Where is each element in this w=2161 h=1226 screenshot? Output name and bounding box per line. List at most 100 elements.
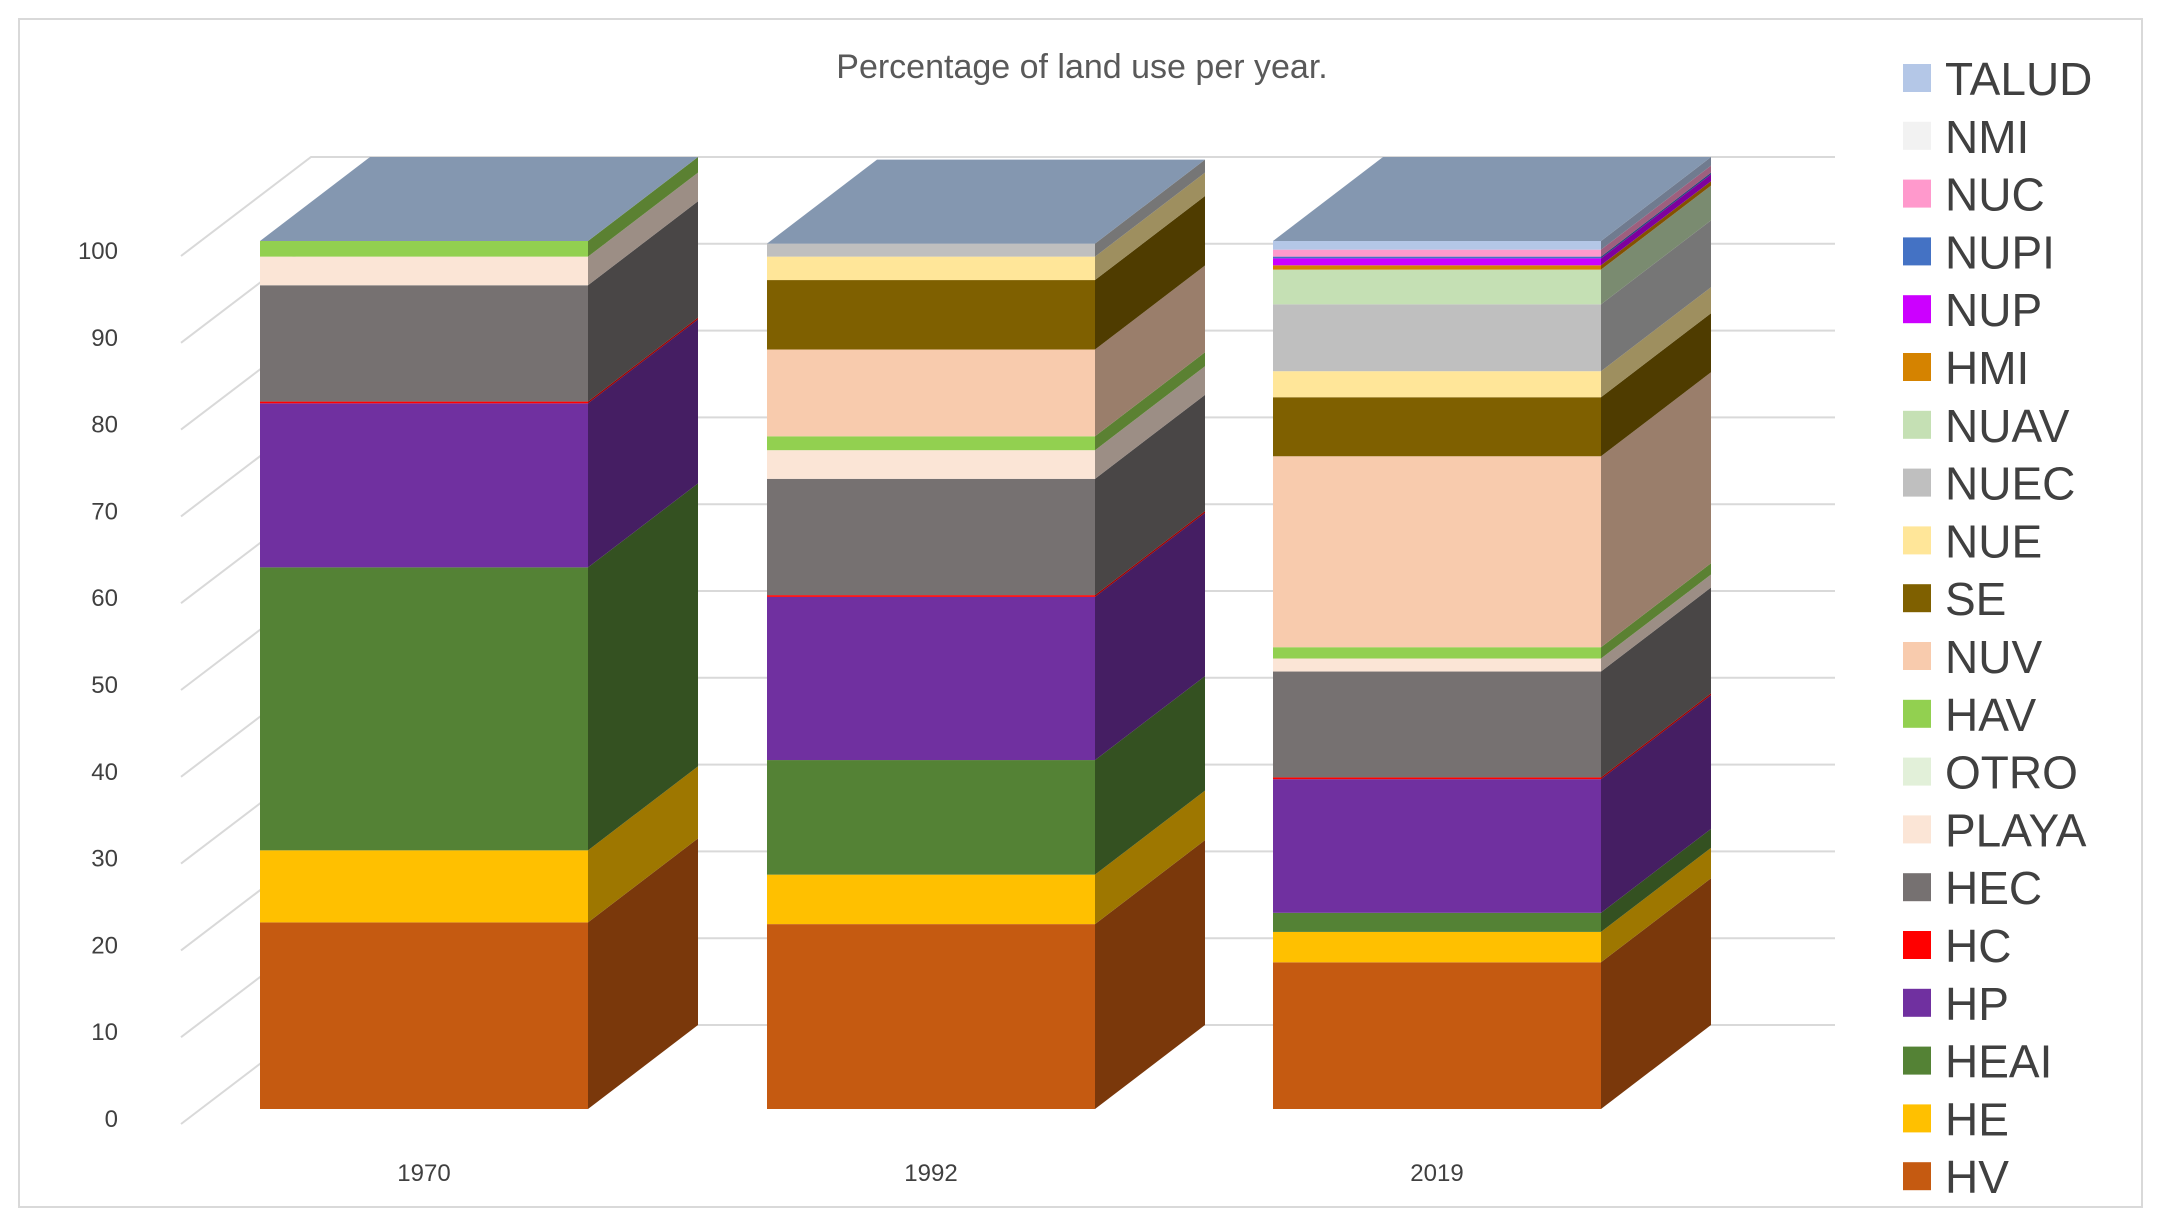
bar-side <box>1095 394 1205 596</box>
bar-face <box>767 478 1095 596</box>
legend-item-nuav: NUAV <box>1903 400 2070 452</box>
chart-title: Percentage of land use per year. <box>836 48 1327 86</box>
legend-item-nue: NUE <box>1903 515 2042 567</box>
legend-item-he: HE <box>1903 1093 2009 1145</box>
chart-canvas: 0 10 20 30 40 50 60 70 80 90 100 1970 1992 2019 Perce… <box>78 48 2092 1203</box>
bar-face <box>1273 962 1601 1109</box>
legend-swatch <box>1903 121 1931 150</box>
bar-face <box>767 760 1095 875</box>
bar-side <box>588 766 698 923</box>
bar-face <box>260 401 588 404</box>
bar-segment-hav-1992 <box>767 352 1205 451</box>
bar-face <box>260 285 588 402</box>
y-tick-label: 30 <box>91 846 118 873</box>
bar-stack-1992 <box>767 159 1205 1109</box>
legend-swatch <box>1903 468 1931 497</box>
legend-item-nmi: NMI <box>1903 111 2029 163</box>
bar-side <box>1601 185 1711 305</box>
bar-segment-se-2019 <box>1273 313 1711 457</box>
legend-label: NUEC <box>1945 458 2075 510</box>
bar-face <box>1273 241 1601 250</box>
legend-item-playa: PLAYA <box>1903 804 2087 856</box>
legend-swatch <box>1903 179 1931 208</box>
bar-face <box>1273 779 1601 913</box>
legend-item-nuv: NUV <box>1903 631 2042 683</box>
bar-face <box>1273 777 1601 780</box>
y-tick-label: 40 <box>91 759 118 786</box>
bar-segment-hav-1970 <box>260 157 698 257</box>
legend-swatch <box>1903 1162 1931 1191</box>
legend-swatch <box>1903 584 1931 613</box>
bar-segment-talud-2019 <box>1273 157 1711 250</box>
bar-side <box>1095 676 1205 875</box>
legend-label: NMI <box>1945 111 2029 163</box>
bar-side <box>1095 512 1205 761</box>
bar-face <box>260 567 588 851</box>
bar-side <box>1601 287 1711 398</box>
legend-item-hp: HP <box>1903 978 2009 1030</box>
bar-face <box>1273 397 1601 457</box>
bar-side <box>1095 352 1205 451</box>
legend-label: NUAV <box>1945 400 2070 452</box>
bar-side <box>1095 265 1205 437</box>
y-tick-label: 90 <box>91 325 118 352</box>
bar-top-1992 <box>767 159 1205 244</box>
legend-label: NUE <box>1945 515 2042 567</box>
bar-segment-nue-1992 <box>767 172 1205 281</box>
bar-face <box>1273 249 1601 257</box>
legend-label: HC <box>1945 920 2011 972</box>
bar-top-1970 <box>260 157 698 241</box>
bar-segment-nupi-2019 <box>1273 172 1711 259</box>
bar-side <box>588 201 698 402</box>
bar-face <box>1273 258 1601 266</box>
bar-face <box>1273 269 1601 305</box>
y-tick-label: 0 <box>105 1106 118 1133</box>
bar-side <box>588 172 698 286</box>
bar-segment-hc-2019 <box>1273 693 1711 780</box>
legend-item-hmi: HMI <box>1903 342 2029 394</box>
legend-label: HEC <box>1945 862 2042 914</box>
bar-stack-1970 <box>260 157 698 1109</box>
bars <box>260 157 1711 1109</box>
bar-face <box>1273 671 1601 778</box>
bar-segment-hv-1970 <box>260 838 698 1109</box>
legend-swatch <box>1903 353 1931 381</box>
bar-side <box>1095 159 1205 257</box>
bar-face <box>767 243 1095 257</box>
bar-segment-hmi-2019 <box>1273 181 1711 270</box>
bar-segment-he-2019 <box>1273 847 1711 963</box>
bar-face <box>767 595 1095 597</box>
bar-side <box>1601 313 1711 457</box>
bar-stack-2019 <box>1273 157 1711 1109</box>
bar-face <box>767 280 1095 350</box>
x-tick-label-1992: 1992 <box>904 1160 957 1187</box>
legend-swatch <box>1903 295 1931 324</box>
bar-side <box>588 838 698 1109</box>
bar-side <box>1601 574 1711 672</box>
legend-item-nuec: NUEC <box>1903 458 2075 510</box>
legend-item-hc: HC <box>1903 920 2011 972</box>
legend-item-hv: HV <box>1903 1151 2009 1203</box>
legend-item-nupi: NUPI <box>1903 226 2055 278</box>
bar-side <box>588 157 698 257</box>
y-tick-label: 10 <box>91 1019 118 1046</box>
bar-side <box>1601 878 1711 1109</box>
legend-item-otro: OTRO <box>1903 747 2078 799</box>
legend-label: NUPI <box>1945 226 2055 278</box>
axes: 0 10 20 30 40 50 60 70 80 90 100 1970 1992 2019 <box>78 238 1464 1187</box>
legend-label: SE <box>1945 573 2006 625</box>
bar-face <box>260 256 588 286</box>
bar-face <box>767 256 1095 281</box>
bar-segment-nuav-2019 <box>1273 185 1711 305</box>
bar-face <box>1273 647 1601 659</box>
bar-segment-se-1992 <box>767 196 1205 350</box>
bar-segment-nuv-1992 <box>767 265 1205 437</box>
bar-segment-playa-1970 <box>260 172 698 286</box>
legend-swatch <box>1903 237 1931 266</box>
legend-label: NUV <box>1945 631 2042 683</box>
legend-swatch <box>1903 931 1931 959</box>
bar-face <box>1273 456 1601 648</box>
bar-face <box>260 403 588 568</box>
bar-segment-playa-1992 <box>767 366 1205 479</box>
bar-side <box>588 483 698 851</box>
